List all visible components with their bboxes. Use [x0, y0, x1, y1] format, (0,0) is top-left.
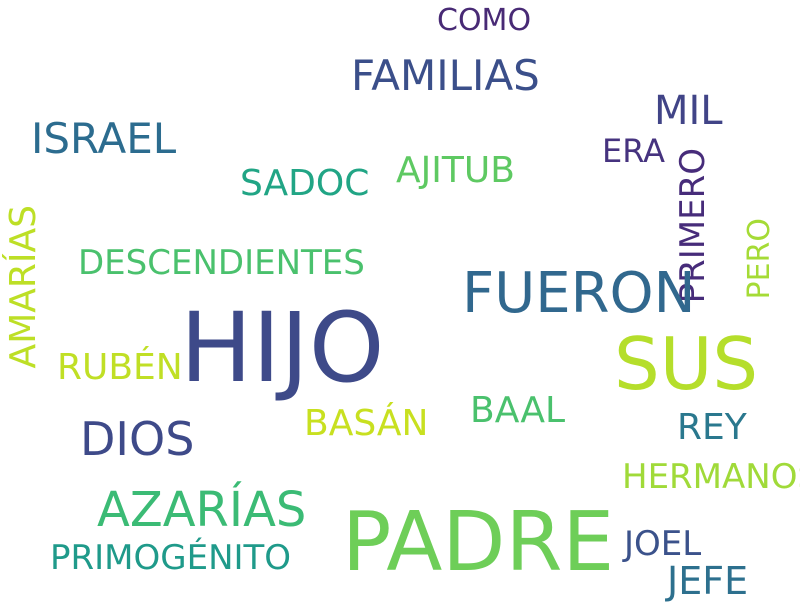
- word-dios: DIOS: [80, 412, 195, 466]
- word-sus: SUS: [614, 322, 759, 406]
- word-joel: JOEL: [624, 524, 702, 564]
- word-como: COMO: [437, 3, 532, 38]
- word-padre: PADRE: [342, 495, 615, 590]
- word-israel: ISRAEL: [31, 114, 177, 163]
- word-hijo: HIJO: [180, 292, 385, 404]
- word-descendientes: DESCENDIENTES: [78, 243, 365, 283]
- word-familias: FAMILIAS: [351, 51, 540, 100]
- word-pero: PERO: [742, 218, 777, 300]
- word-hermanos: HERMANOS: [622, 457, 800, 497]
- word-mil: MIL: [654, 88, 723, 134]
- word-amarias: AMARÍAS: [3, 205, 44, 369]
- word-azarias: AZARÍAS: [97, 482, 307, 538]
- word-sadoc: SADOC: [240, 163, 370, 204]
- word-rey: REY: [677, 407, 747, 448]
- word-era: ERA: [602, 132, 666, 170]
- word-ruben: RUBÉN: [57, 347, 183, 388]
- word-ajitub: AJITUB: [396, 150, 515, 191]
- word-jefe: JEFE: [667, 559, 749, 603]
- word-primogenito: PRIMOGÉNITO: [50, 538, 292, 578]
- word-baal: BAAL: [470, 390, 566, 431]
- word-basan: BASÁN: [304, 403, 429, 444]
- word-fueron: FUERON: [462, 261, 696, 326]
